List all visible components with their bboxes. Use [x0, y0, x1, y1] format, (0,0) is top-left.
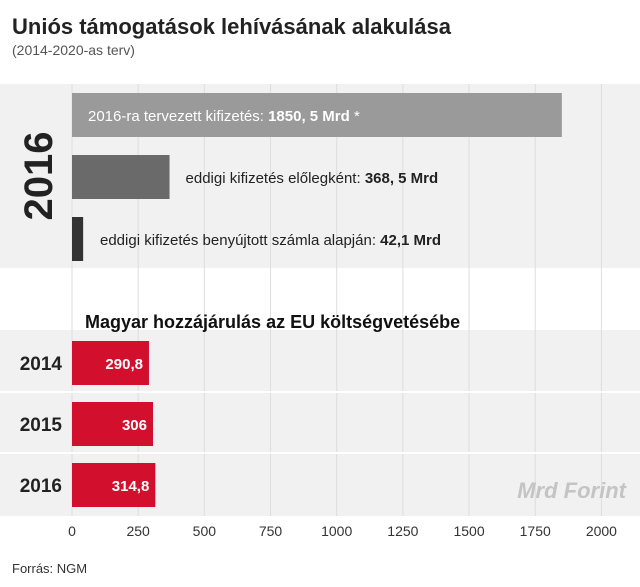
group-label-2016: 2016: [17, 132, 61, 221]
bar-invoice-payment: [72, 217, 84, 261]
source-note: Forrás: NGM: [12, 561, 88, 576]
x-tick-label: 250: [126, 523, 150, 539]
bar-label: eddigi kifizetés előlegként: 368, 5 Mrd: [186, 170, 439, 187]
year-label: 2014: [20, 354, 63, 375]
year-label: 2015: [20, 415, 63, 436]
unit-label: Mrd Forint: [517, 478, 627, 503]
x-tick-label: 1000: [321, 523, 352, 539]
x-tick-label: 750: [259, 523, 283, 539]
bar-planned-payment: [72, 93, 562, 137]
bar-advance-payment: [72, 155, 170, 199]
bar-value-label: 314,8: [112, 478, 150, 495]
bar-label: eddigi kifizetés benyújtott számla alapj…: [100, 232, 441, 249]
bar-contribution: [72, 402, 153, 446]
x-tick-label: 1250: [387, 523, 418, 539]
x-tick-label: 1500: [453, 523, 484, 539]
bar-label: 2016-ra tervezett kifizetés: 1850, 5 Mrd…: [88, 108, 360, 125]
bar-contribution: [72, 341, 149, 385]
bar-value-label: 290,8: [105, 356, 143, 373]
chart-subtitle: (2014-2020-as terv): [12, 42, 135, 58]
x-tick-label: 500: [193, 523, 217, 539]
x-tick-label: 0: [68, 523, 76, 539]
bar-value-label: 306: [122, 417, 147, 434]
year-label: 2016: [20, 476, 62, 497]
bar-contribution: [72, 463, 156, 507]
chart-title: Uniós támogatások lehívásának alakulása: [12, 14, 451, 39]
x-tick-label: 1750: [520, 523, 551, 539]
x-tick-label: 2000: [586, 523, 617, 539]
contribution-title: Magyar hozzájárulás az EU költségvetéséb…: [85, 312, 460, 332]
